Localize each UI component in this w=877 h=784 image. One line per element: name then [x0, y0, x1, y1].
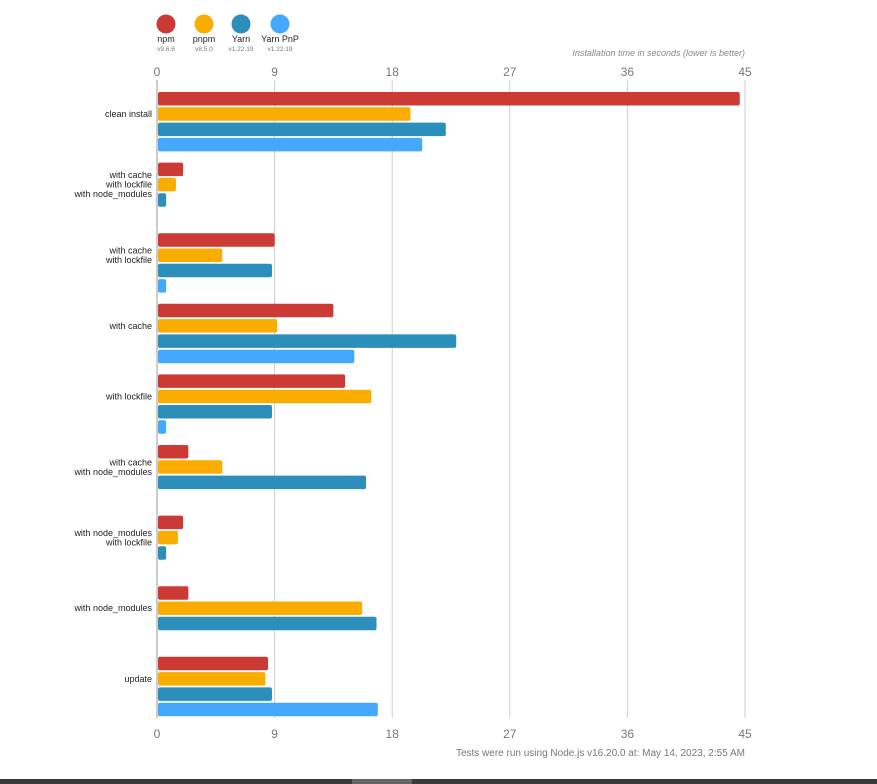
bar-npm-5[interactable]: [158, 445, 189, 459]
x-tick-label-bottom: 36: [621, 727, 635, 741]
bar-npm-1[interactable]: [158, 162, 184, 177]
bar-yarn-pnp-4[interactable]: [158, 420, 167, 434]
legend-label: npm: [157, 34, 175, 44]
category-label: with cache: [108, 321, 152, 331]
bar-npm-4[interactable]: [158, 374, 346, 388]
bar-pnpm-5[interactable]: [158, 460, 223, 474]
scrollbar-thumb[interactable]: [352, 779, 412, 784]
bar-yarn-0[interactable]: [158, 122, 446, 137]
category-label: update: [124, 674, 152, 684]
bar-npm-8[interactable]: [158, 656, 269, 671]
legend-version: v9.6.6: [157, 46, 175, 53]
bar-yarn-8[interactable]: [158, 687, 272, 701]
bar-pnpm-7[interactable]: [158, 601, 363, 616]
chart-title: Installation time in seconds (lower is b…: [572, 48, 745, 58]
bar-yarn-6[interactable]: [158, 546, 167, 560]
category-label: with node_modules: [73, 603, 152, 613]
category-label: with lockfile: [105, 537, 152, 547]
legend-version: v8.5.0: [195, 46, 213, 53]
category-label: with node_modules: [73, 189, 152, 199]
bar-pnpm-3[interactable]: [158, 319, 278, 333]
bar-npm-7[interactable]: [158, 586, 189, 600]
legend: npm v9.6.6 pnpm v8.5.0 Yarn v1.22.19 Yarn PnP v…: [156, 14, 299, 53]
legend-swatch-0[interactable]: [156, 14, 176, 34]
legend-swatch-3[interactable]: [270, 14, 290, 34]
x-tick-label-bottom: 0: [154, 727, 161, 741]
category-label: with cache: [108, 170, 152, 180]
bar-yarn-7[interactable]: [158, 616, 377, 631]
category-label: with node_modules: [73, 528, 152, 538]
legend-swatch-2[interactable]: [231, 14, 251, 34]
x-tick-label-bottom: 9: [271, 727, 278, 741]
legend-version: v1.22.19: [268, 46, 293, 53]
category-label: with lockfile: [105, 255, 152, 265]
category-label: with cache: [108, 245, 152, 255]
category-label: clean install: [105, 109, 152, 119]
legend-swatch-1[interactable]: [194, 14, 214, 34]
category-label: with lockfile: [105, 180, 152, 190]
x-tick-label-bottom: 45: [738, 727, 752, 741]
legend-label: Yarn PnP: [261, 34, 299, 44]
legend-label: pnpm: [193, 34, 216, 44]
category-label: with lockfile: [105, 391, 152, 401]
x-tick-label-bottom: 27: [503, 727, 517, 741]
bar-npm-6[interactable]: [158, 515, 184, 530]
x-tick-label-top: 9: [271, 65, 278, 79]
bar-npm-2[interactable]: [158, 233, 275, 247]
bar-yarn-2[interactable]: [158, 263, 272, 278]
category-label: with cache: [108, 457, 152, 467]
bar-yarn-pnp-2[interactable]: [158, 279, 167, 293]
bar-yarn-1[interactable]: [158, 193, 167, 207]
legend-label: Yarn: [232, 34, 250, 44]
bar-pnpm-8[interactable]: [158, 672, 266, 686]
x-tick-label-bottom: 18: [386, 727, 400, 741]
bar-yarn-pnp-8[interactable]: [158, 702, 378, 717]
x-tick-label-top: 0: [154, 65, 161, 79]
category-label: with node_modules: [73, 467, 152, 477]
bar-yarn-5[interactable]: [158, 475, 367, 490]
bar-yarn-4[interactable]: [158, 405, 272, 419]
bar-pnpm-0[interactable]: [158, 107, 411, 121]
x-tick-label-top: 18: [386, 65, 400, 79]
x-tick-label-top: 45: [738, 65, 752, 79]
legend-version: v1.22.19: [229, 46, 254, 53]
bar-npm-0[interactable]: [158, 92, 740, 106]
scrollbar-track[interactable]: [0, 779, 877, 784]
bar-yarn-3[interactable]: [158, 334, 457, 348]
bar-yarn-pnp-3[interactable]: [158, 349, 355, 364]
bar-pnpm-6[interactable]: [158, 530, 178, 545]
bar-pnpm-1[interactable]: [158, 177, 176, 192]
x-tick-label-top: 36: [621, 65, 635, 79]
bar-pnpm-4[interactable]: [158, 389, 372, 404]
bar-yarn-pnp-0[interactable]: [158, 137, 423, 152]
bar-npm-3[interactable]: [158, 303, 334, 318]
x-tick-label-top: 27: [503, 65, 517, 79]
chart-footer: Tests were run using Node.js v16.20.0 at…: [456, 748, 745, 759]
bar-pnpm-2[interactable]: [158, 248, 223, 263]
